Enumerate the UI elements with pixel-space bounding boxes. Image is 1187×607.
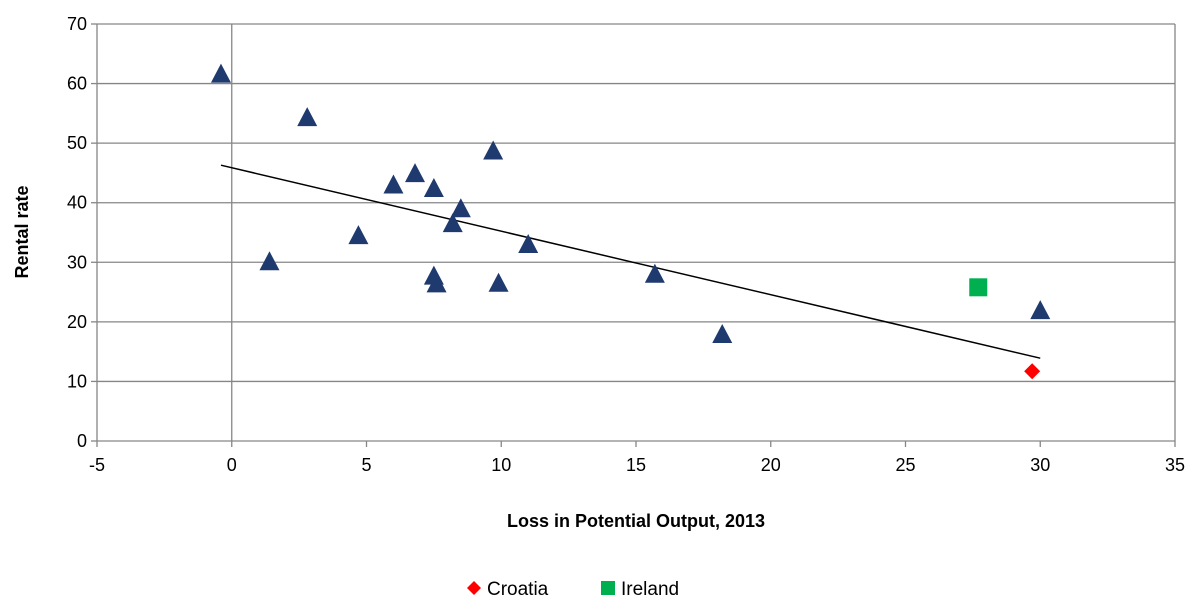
data-point-triangle	[423, 178, 444, 198]
axes	[91, 23, 1176, 447]
trendline	[220, 164, 1041, 359]
data-points	[210, 63, 1051, 380]
y-axis-title: Rental rate	[12, 185, 32, 278]
data-point-triangle	[450, 198, 471, 218]
x-tick-label: 5	[361, 455, 371, 475]
x-tick-label: 0	[227, 455, 237, 475]
data-point-triangle	[488, 272, 509, 292]
y-tick-label: 30	[67, 252, 87, 272]
x-tick-label: 30	[1030, 455, 1050, 475]
y-tick-label: 60	[67, 74, 87, 94]
data-point-triangle	[712, 323, 733, 343]
x-tick-label: 35	[1165, 455, 1185, 475]
data-point-croatia	[1024, 363, 1041, 380]
x-tick-label: 10	[491, 455, 511, 475]
legend-marker-ireland	[601, 581, 615, 595]
y-tick-label: 70	[67, 14, 87, 34]
x-tick-label: 15	[626, 455, 646, 475]
data-point-triangle	[259, 251, 280, 271]
legend-item-croatia: Croatia	[467, 579, 549, 600]
data-point-triangle	[1030, 300, 1051, 320]
data-point-triangle	[405, 163, 426, 183]
legend: Croatia Ireland	[467, 579, 679, 600]
y-tick-label: 0	[77, 431, 87, 451]
data-point-triangle	[644, 263, 665, 283]
x-tick-labels: -5 0 5 10 15 20 25 30 35	[89, 455, 1185, 475]
y-tick-label: 20	[67, 312, 87, 332]
y-tick-label: 10	[67, 371, 87, 391]
y-tick-label: 40	[67, 193, 87, 213]
data-point-triangle	[348, 225, 369, 245]
data-point-triangle	[426, 273, 447, 293]
x-tick-label: -5	[89, 455, 105, 475]
trendline-segment	[220, 164, 1041, 359]
legend-label-ireland: Ireland	[621, 579, 679, 600]
y-tick-labels: 0 10 20 30 40 50 60 70	[67, 14, 87, 451]
legend-label-croatia: Croatia	[487, 579, 549, 600]
data-point-ireland	[969, 278, 988, 297]
y-tick-label: 50	[67, 133, 87, 153]
x-tick-label: 20	[761, 455, 781, 475]
x-axis-title: Loss in Potential Output, 2013	[507, 511, 765, 531]
data-point-triangle	[297, 107, 318, 127]
grid-lines	[97, 23, 1175, 383]
data-point-triangle	[442, 213, 463, 233]
data-point-triangle	[483, 140, 504, 160]
legend-item-ireland: Ireland	[601, 579, 679, 600]
data-point-triangle	[383, 174, 404, 194]
data-point-triangle	[518, 234, 539, 254]
legend-marker-croatia	[467, 581, 481, 595]
data-point-triangle	[210, 63, 231, 83]
x-tick-label: 25	[895, 455, 915, 475]
